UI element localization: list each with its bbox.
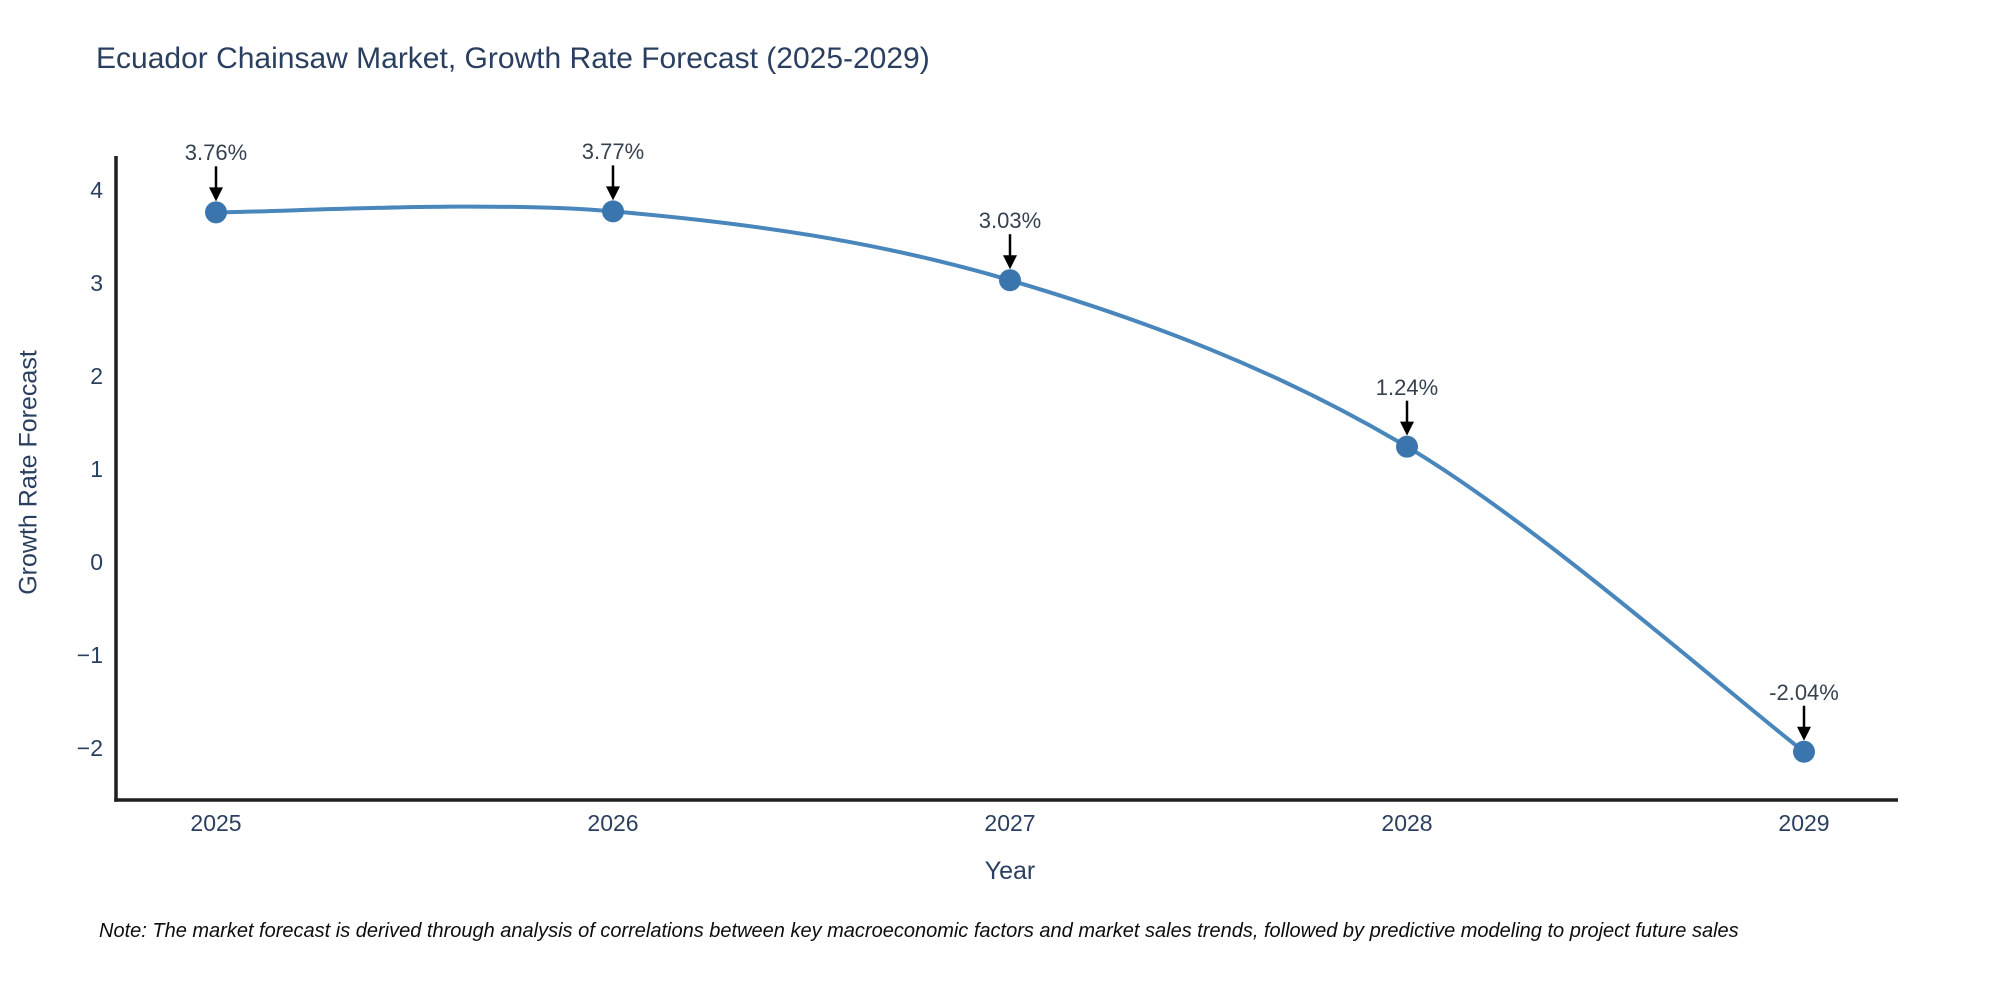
data-point-marker[interactable]	[999, 269, 1021, 292]
x-axis-title: Year	[984, 857, 1036, 885]
data-point-annotation: 3.76%	[184, 140, 248, 166]
data-point-marker[interactable]	[205, 201, 227, 224]
data-point-marker[interactable]	[1793, 740, 1815, 763]
x-tick-label: 2026	[587, 810, 639, 836]
x-tick-label: 2029	[1778, 810, 1830, 836]
x-tick-label: 2027	[984, 810, 1036, 836]
data-point-annotation: 3.03%	[978, 208, 1042, 234]
y-tick-label: −2	[76, 735, 103, 761]
y-tick-label: 0	[90, 549, 103, 575]
y-tick-label: 1	[90, 456, 103, 482]
x-tick-label: 2025	[190, 810, 242, 836]
footnote: Note: The market forecast is derived thr…	[99, 920, 1739, 942]
annotation-arrowhead	[209, 187, 223, 202]
y-tick-label: −1	[76, 642, 103, 668]
annotation-arrowhead	[1400, 421, 1414, 436]
data-point-annotation: 3.77%	[581, 139, 645, 165]
x-tick-label: 2028	[1381, 810, 1433, 836]
data-point-marker[interactable]	[602, 200, 624, 223]
annotation-arrowhead	[1003, 255, 1017, 270]
chart-title: Ecuador Chainsaw Market, Growth Rate For…	[96, 42, 930, 75]
data-point-annotation: 1.24%	[1375, 374, 1439, 400]
data-point-marker[interactable]	[1396, 435, 1418, 458]
y-tick-label: 2	[90, 363, 103, 389]
y-tick-label: 3	[90, 270, 103, 296]
annotation-arrowhead	[1797, 726, 1811, 741]
data-point-annotation: -2.04%	[1769, 679, 1839, 705]
annotation-arrowhead	[606, 186, 620, 201]
y-tick-label: 4	[90, 177, 103, 203]
